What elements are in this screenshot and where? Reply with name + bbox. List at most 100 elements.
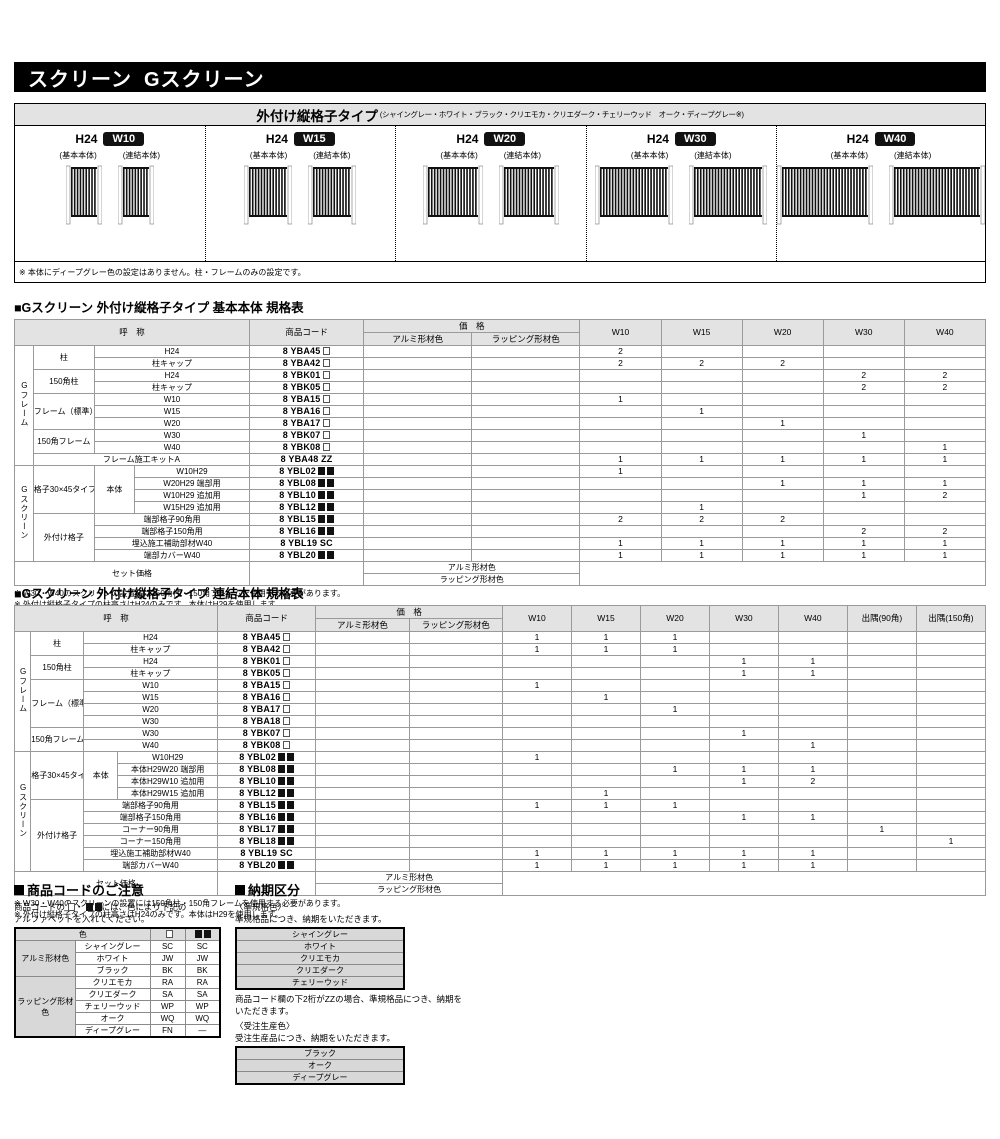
qty-W40: 1	[777, 859, 848, 872]
col-header-price-alumi: アルミ形材色	[363, 332, 473, 346]
qty-W30	[822, 393, 905, 406]
qty-出隅(90角)	[846, 679, 917, 692]
color-code-header: 色	[14, 927, 151, 941]
diagram-title: 外付け縦格子タイプ	[256, 108, 378, 124]
qty-W40: 1	[777, 811, 848, 824]
price-alumi	[363, 501, 473, 514]
label-basic-body: (基本本体)	[59, 151, 97, 160]
qty-出隅(150角)	[915, 631, 987, 644]
part-name: W20H29 端部用	[133, 477, 251, 490]
code-note-line1b: ・	[75, 902, 84, 912]
black-chip-icon	[277, 813, 285, 821]
qty-W40	[903, 405, 987, 418]
qty-W20	[639, 667, 710, 680]
qty-W10	[579, 417, 662, 430]
code-note-block: 商品コードのご注意 商品コードの・ には、色により下記の アルファベットを入れてく…	[14, 880, 221, 1085]
qty-W40	[777, 799, 848, 812]
part-name: H24	[93, 345, 251, 358]
color-code-row: アルミ形材色 シャイングレー SC SC	[14, 940, 221, 977]
table-header-row: 呼 称商品コード価 格 W10 W15 W20 W30 W40	[13, 319, 987, 346]
code-black: WQ	[184, 1012, 221, 1025]
subgroup-label: 150角フレーム	[32, 429, 95, 454]
diagram-height-label: H24	[646, 132, 669, 146]
qty-W30: 1	[708, 727, 779, 740]
qty-出隅(150角)	[915, 679, 987, 692]
qty-W10	[501, 715, 572, 728]
qty-W20: 1	[639, 859, 710, 872]
qty-W15	[660, 477, 743, 490]
color-code-table-host: 色アルミ形材色 シャイングレー SC SC ホワイト JW JW ブラック BK BK ラッピング形…	[14, 927, 221, 1038]
qty-W15: 2	[660, 513, 743, 526]
color-code-row: ディープグレー FN —	[15, 1024, 221, 1038]
qty-W40: 1	[777, 739, 848, 752]
price-alumi	[363, 477, 473, 490]
price-alumi	[315, 739, 410, 752]
table-row: W40 8 YBK08 1	[15, 441, 987, 454]
part-label: 本体	[93, 465, 135, 514]
price-alumi	[315, 787, 410, 800]
diagram-note-row: ※ 本体にディープグレー色の設定はありません。柱・フレームのみの設定です。	[15, 261, 985, 282]
qty-出隅(150角): 1	[915, 835, 987, 848]
part-name: コーナー90角用	[82, 823, 218, 836]
qty-出隅(90角)	[846, 691, 917, 704]
qty-W20: 2	[741, 513, 824, 526]
black-chip-icon	[326, 467, 334, 475]
qty-W15	[570, 811, 641, 824]
list-item: ディープグレー	[235, 1071, 405, 1085]
qty-W40	[777, 823, 848, 836]
price-wrap	[408, 811, 503, 824]
qty-W15: 1	[570, 799, 641, 812]
qty-W10: 2	[579, 513, 662, 526]
col-header-price-wrap: ラッピング形材色	[408, 618, 503, 632]
col-header-W30: W30	[708, 605, 779, 632]
part-name: W15	[82, 691, 218, 704]
col-header-code: 商品コード	[249, 319, 365, 346]
qty-W30: 1	[822, 477, 905, 490]
subgroup-label: 格子30×45タイプ	[32, 465, 95, 514]
code-note-title-text: 商品コードのご注意	[27, 883, 145, 898]
black-chip-icon	[277, 801, 285, 809]
part-name: 端部カバーW40	[82, 859, 218, 872]
white-chip-icon	[283, 741, 291, 749]
product-code: 8 YBL20	[249, 549, 365, 562]
price-alumi	[363, 453, 473, 466]
qty-W30	[708, 823, 779, 836]
set-price-value	[579, 561, 986, 586]
black-chip-icon	[286, 861, 294, 869]
qty-W40	[777, 751, 848, 764]
qty-W15	[570, 703, 641, 716]
product-code: 8 YBA45	[216, 631, 317, 644]
qty-W15	[570, 835, 641, 848]
table-row: 柱キャップ 8 YBK05 1 1	[15, 667, 987, 680]
qty-W30	[708, 631, 779, 644]
color-name: チェリーウッド	[74, 1000, 151, 1013]
qty-出隅(150角)	[915, 859, 987, 872]
table-row: 端部格子150角用 8 YBL16 1 1	[15, 811, 987, 824]
color-name: オーク	[74, 1012, 151, 1025]
table-row: 本体H29W20 端部用 8 YBL08 1 1 1	[15, 763, 987, 776]
wrap-color-group-label: ラッピング形材色	[14, 976, 76, 1038]
price-wrap	[408, 655, 503, 668]
qty-W15: 2	[660, 357, 743, 370]
screen-graphic-linked	[688, 164, 768, 231]
table1-block: ■Gスクリーン 外付け縦格子タイプ 基本本体 規格表 呼 称商品コード価 格 W1…	[13, 297, 987, 610]
col-header-W40: W40	[777, 605, 848, 632]
code-black: BK	[184, 964, 221, 977]
qty-W10: 1	[579, 465, 662, 478]
color-name: ホワイト	[74, 952, 151, 965]
table1: 呼 称商品コード価 格 W10 W15 W20 W30 W40 アルミ形材色 ラッピング形材色…	[13, 319, 987, 586]
col-header-W20: W20	[639, 605, 710, 632]
col-header-name: 呼 称	[13, 319, 251, 346]
list-item: ホワイト	[235, 940, 405, 953]
qty-W40	[777, 835, 848, 848]
table-row: 柱キャップ 8 YBK05 2 2	[15, 381, 987, 394]
price-alumi	[315, 823, 410, 836]
price-wrap	[471, 453, 581, 466]
part-name: W30	[82, 715, 218, 728]
product-code: 8 YBL18	[216, 835, 317, 848]
price-alumi	[363, 441, 473, 454]
col-header-W30: W30	[822, 319, 905, 346]
qty-W30: 2	[822, 369, 905, 382]
qty-出隅(90角)	[846, 859, 917, 872]
price-wrap	[471, 357, 581, 370]
